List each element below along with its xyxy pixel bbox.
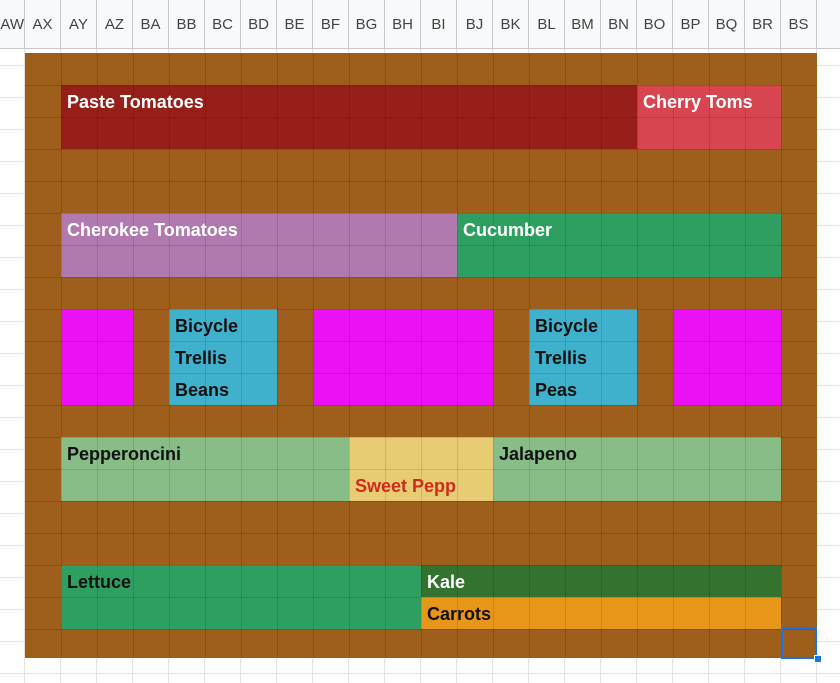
- block-cells: [457, 213, 781, 277]
- column-header[interactable]: BL: [529, 0, 565, 48]
- column-header[interactable]: AX: [25, 0, 61, 48]
- cucumber-block[interactable]: Cucumber: [457, 213, 781, 277]
- peas-line-3: Peas: [535, 380, 578, 400]
- paste-tomatoes-label: Paste Tomatoes: [67, 92, 204, 112]
- block-cells: [61, 565, 421, 629]
- column-header[interactable]: BN: [601, 0, 637, 48]
- block-cells: [529, 309, 637, 405]
- carrots-label: Carrots: [427, 604, 492, 624]
- block-cells: [637, 85, 781, 149]
- bicycle-trellis-beans-block[interactable]: Bicycle Trellis Beans: [169, 309, 277, 405]
- bed-vline: [637, 53, 638, 658]
- block-cells: [61, 309, 133, 405]
- block-cells: [313, 309, 493, 405]
- block-cells: [61, 437, 349, 501]
- column-header[interactable]: AW: [0, 0, 25, 48]
- column-header[interactable]: BD: [241, 0, 277, 48]
- column-header[interactable]: AZ: [97, 0, 133, 48]
- column-header-bar: AW AX AY AZ BA BB BC BD BE BF BG BH BI BJ BK BL BM BN BO BP…: [0, 0, 840, 49]
- garden-bed[interactable]: Paste Tomatoes Cherry Toms Cherokee Toma…: [25, 53, 817, 658]
- block-cells: [673, 309, 781, 405]
- bed-hline: [25, 629, 817, 630]
- grid-vline: [24, 49, 25, 683]
- selected-cell[interactable]: [781, 627, 817, 659]
- block-cells: [169, 309, 277, 405]
- bed-vline: [133, 53, 134, 658]
- cherokee-tomatoes-label: Cherokee Tomatoes: [67, 220, 238, 240]
- bed-vline: [277, 53, 278, 658]
- cucumber-label: Cucumber: [463, 220, 553, 240]
- bed-hline: [25, 533, 817, 534]
- column-header[interactable]: BK: [493, 0, 529, 48]
- paste-tomatoes-block[interactable]: Paste Tomatoes: [61, 85, 637, 149]
- block-cells: [61, 85, 637, 149]
- column-header[interactable]: BJ: [457, 0, 493, 48]
- sweet-pepp-block[interactable]: Sweet Pepp: [349, 437, 493, 501]
- column-header[interactable]: BM: [565, 0, 601, 48]
- column-header[interactable]: BG: [349, 0, 385, 48]
- column-header[interactable]: BQ: [709, 0, 745, 48]
- column-header[interactable]: BA: [133, 0, 169, 48]
- column-header[interactable]: AY: [61, 0, 97, 48]
- block-cells: [349, 437, 493, 501]
- beans-line-2: Trellis: [175, 348, 228, 368]
- bed-hline: [25, 181, 817, 182]
- bed-vline: [781, 53, 782, 658]
- jalapeno-block[interactable]: Jalapeno: [493, 437, 781, 501]
- peas-line-2: Trellis: [535, 348, 588, 368]
- column-header[interactable]: BS: [781, 0, 817, 48]
- magenta-block-1[interactable]: [61, 309, 133, 405]
- column-header[interactable]: BE: [277, 0, 313, 48]
- pepperoncini-block[interactable]: Pepperoncini: [61, 437, 349, 501]
- peas-line-1: Bicycle: [535, 316, 599, 336]
- block-cells: [493, 437, 781, 501]
- column-header[interactable]: BO: [637, 0, 673, 48]
- magenta-block-2[interactable]: [313, 309, 493, 405]
- beans-line-3: Beans: [175, 380, 230, 400]
- column-header[interactable]: BC: [205, 0, 241, 48]
- column-header[interactable]: BB: [169, 0, 205, 48]
- bed-hline: [25, 277, 817, 278]
- block-cells: [421, 597, 781, 629]
- beans-line-1: Bicycle: [175, 316, 239, 336]
- magenta-block-3[interactable]: [673, 309, 781, 405]
- lettuce-label: Lettuce: [67, 572, 132, 592]
- cherry-toms-block[interactable]: Cherry Toms: [637, 85, 781, 149]
- carrots-block[interactable]: Carrots: [421, 597, 781, 629]
- fill-handle[interactable]: [814, 655, 822, 663]
- bicycle-trellis-peas-block[interactable]: Bicycle Trellis Peas: [529, 309, 637, 405]
- block-cells: [61, 213, 457, 277]
- bed-vline: [493, 53, 494, 658]
- sweet-pepp-label: Sweet Pepp: [355, 476, 457, 496]
- pepperoncini-label: Pepperoncini: [67, 444, 182, 464]
- bed-hline: [25, 405, 817, 406]
- cherokee-tomatoes-block[interactable]: Cherokee Tomatoes: [61, 213, 457, 277]
- lettuce-block[interactable]: Lettuce: [61, 565, 421, 629]
- column-header[interactable]: BF: [313, 0, 349, 48]
- cherry-toms-label: Cherry Toms: [643, 92, 753, 112]
- column-header[interactable]: BH: [385, 0, 421, 48]
- column-header[interactable]: BP: [673, 0, 709, 48]
- kale-block[interactable]: Kale: [421, 565, 781, 597]
- bed-hline: [25, 501, 817, 502]
- kale-label: Kale: [427, 572, 466, 592]
- jalapeno-label: Jalapeno: [499, 444, 578, 464]
- block-cells: [421, 565, 781, 597]
- grid-hline: [0, 673, 840, 674]
- bed-hline: [25, 149, 817, 150]
- column-header[interactable]: BI: [421, 0, 457, 48]
- column-header[interactable]: BR: [745, 0, 781, 48]
